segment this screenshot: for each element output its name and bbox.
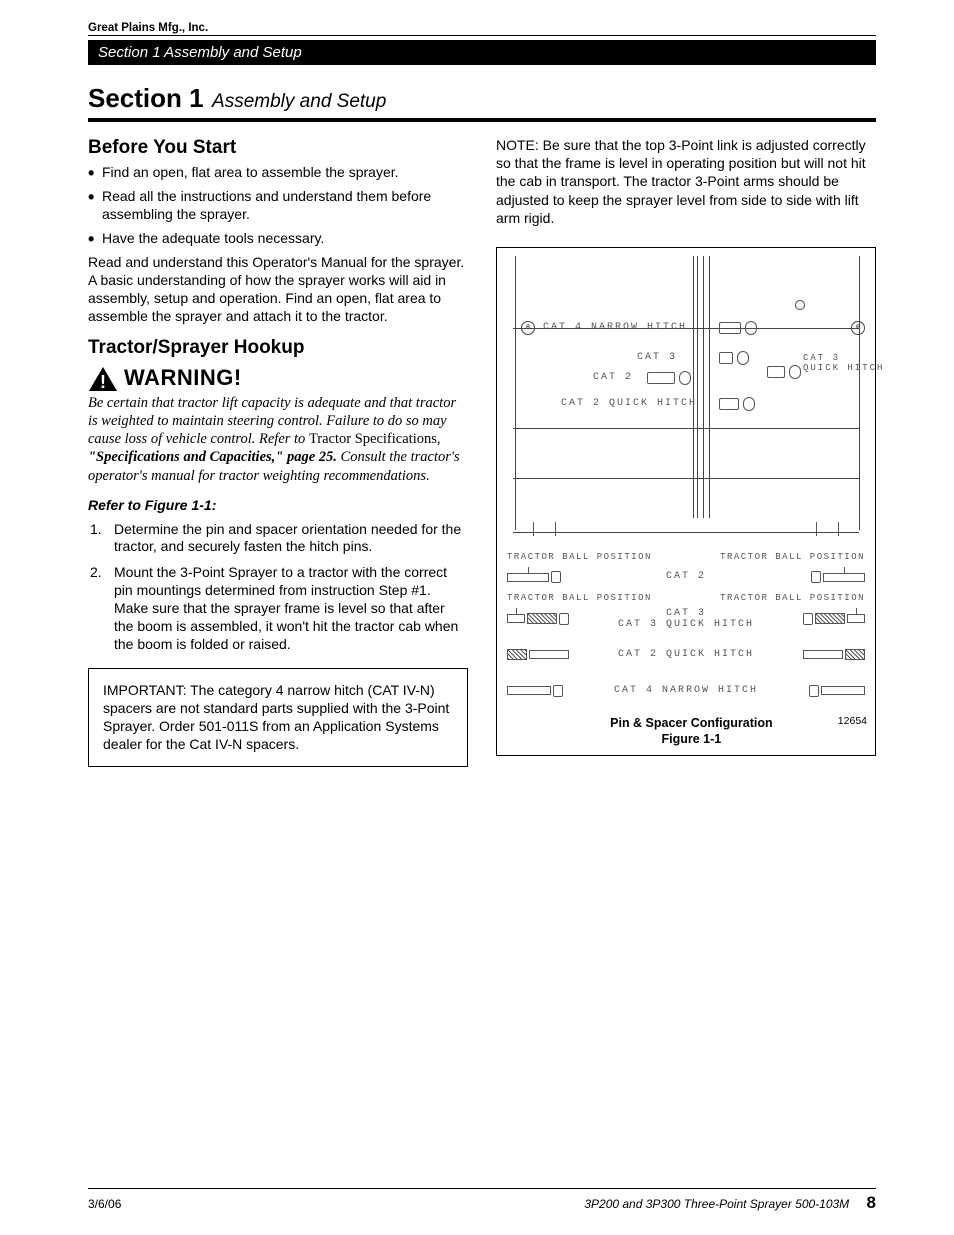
pin-row: CAT 2 QUICK HITCH [507, 645, 865, 665]
pin-row-label: CAT 3CAT 3 QUICK HITCH [569, 608, 803, 630]
pin-head [803, 613, 813, 625]
figure-caption: Pin & Spacer Configuration Figure 1-1 [610, 715, 773, 748]
figure-lower-panel: TRACTOR BALL POSITION TRACTOR BALL POSIT… [497, 538, 875, 709]
ball-position-labels: TRACTOR BALL POSITION TRACTOR BALL POSIT… [507, 552, 865, 564]
heading-hookup: Tractor/Sprayer Hookup [88, 336, 468, 360]
page-footer: 3/6/06 3P200 and 3P300 Three-Point Spray… [88, 1188, 876, 1213]
warning-text-plain: Tractor Specifications, [309, 431, 441, 447]
figure-vline [859, 256, 860, 530]
before-paragraph: Read and understand this Operator's Manu… [88, 254, 468, 326]
ball-label-left: TRACTOR BALL POSITION [507, 552, 652, 564]
heading-before-you-start: Before You Start [88, 136, 468, 160]
figure-hline [513, 428, 859, 429]
figure-caption-row: Pin & Spacer Configuration Figure 1-1 12… [497, 709, 875, 756]
content-columns: Before You Start Find an open, flat area… [88, 136, 876, 767]
section-title: Section 1 Assembly and Setup [88, 83, 876, 122]
pin-shape [507, 686, 551, 695]
warning-body: Be certain that tractor lift capacity is… [88, 394, 468, 485]
pin-shape [821, 686, 865, 695]
footer-date: 3/6/06 [88, 1197, 121, 1211]
pin-shape [803, 650, 843, 659]
pin-shape [529, 650, 569, 659]
figure-vline [515, 256, 516, 530]
figure-stub [816, 522, 817, 536]
figure-upper-panel: ⊚ ⊚ CAT 4 NARROW HITCH CAT 3 CAT 3QUICK … [497, 248, 875, 538]
figure-stub [838, 522, 839, 536]
step-item: Determine the pin and spacer orientation… [88, 521, 468, 557]
ball-label-right: TRACTOR BALL POSITION [720, 593, 865, 605]
bullet-item: Read all the instructions and understand… [88, 188, 468, 224]
note-paragraph: NOTE: Be sure that the top 3-Point link … [496, 136, 876, 227]
warning-text-ref: "Specifications and Capacities," page 25… [88, 449, 337, 465]
pin-shape [507, 573, 549, 582]
bullet-item: Have the adequate tools necessary. [88, 230, 468, 248]
left-column: Before You Start Find an open, flat area… [88, 136, 468, 767]
figure-stub [533, 522, 534, 536]
warning-label: WARNING! [124, 364, 242, 392]
figure-hline [513, 478, 859, 479]
ball-label-right: TRACTOR BALL POSITION [720, 552, 865, 564]
warning-triangle-icon: ! [88, 366, 118, 392]
figure-label: CAT 2 [593, 372, 633, 385]
figure-caption-number: Figure 1-1 [662, 732, 722, 746]
bracket-icon [719, 322, 741, 334]
pin-row: CAT 4 NARROW HITCH [507, 681, 865, 701]
section-banner: Section 1 Assembly and Setup [88, 40, 876, 65]
circle-icon [737, 351, 749, 365]
figure-stub [555, 522, 556, 536]
pin-head [809, 685, 819, 697]
circle-icon [679, 371, 691, 385]
screw-icon: ⊚ [851, 321, 865, 335]
screw-icon [795, 300, 805, 310]
footer-doc: 3P200 and 3P300 Three-Point Sprayer 500-… [584, 1197, 849, 1211]
pin-hatch [507, 649, 527, 660]
screw-icon: ⊚ [521, 321, 535, 335]
bracket-icon [719, 398, 739, 410]
section-name: Assembly and Setup [212, 91, 386, 112]
pin-head [811, 571, 821, 583]
right-column: NOTE: Be sure that the top 3-Point link … [496, 136, 876, 767]
pin-row: CAT 2 [507, 567, 865, 587]
ball-position-labels: TRACTOR BALL POSITION TRACTOR BALL POSIT… [507, 593, 865, 605]
footer-page-number: 8 [867, 1193, 876, 1212]
pin-row-label: CAT 2 [561, 571, 811, 584]
pin-shape [823, 573, 865, 582]
pin-row-label: CAT 2 QUICK HITCH [569, 649, 803, 662]
pin-hatch [845, 649, 865, 660]
hookup-steps: Determine the pin and spacer orientation… [88, 521, 468, 654]
figure-label: CAT 3QUICK HITCH [803, 354, 884, 374]
pin-row: CAT 3CAT 3 QUICK HITCH [507, 609, 865, 629]
pin-shape [847, 614, 865, 623]
pin-head [551, 571, 561, 583]
important-note-box: IMPORTANT: The category 4 narrow hitch (… [88, 668, 468, 767]
pin-head [559, 613, 569, 625]
figure-1-1: ⊚ ⊚ CAT 4 NARROW HITCH CAT 3 CAT 3QUICK … [496, 247, 876, 757]
pin-shape [507, 614, 525, 623]
warning-header: ! WARNING! [88, 364, 468, 392]
circle-icon [745, 321, 757, 335]
pin-row-label: CAT 4 NARROW HITCH [563, 685, 809, 698]
figure-label: CAT 2 QUICK HITCH [561, 398, 697, 411]
figure-hline [513, 532, 859, 533]
figure-ref-number: 12654 [838, 715, 867, 728]
circle-icon [743, 397, 755, 411]
refer-to-figure: Refer to Figure 1-1: [88, 497, 468, 515]
bracket-icon [647, 372, 675, 384]
bracket-icon [719, 352, 733, 364]
pin-hatch [527, 613, 557, 624]
company-header: Great Plains Mfg., Inc. [88, 22, 876, 36]
step-item: Mount the 3-Point Sprayer to a tractor w… [88, 564, 468, 654]
circle-icon [789, 365, 801, 379]
ball-label-left: TRACTOR BALL POSITION [507, 593, 652, 605]
pin-hatch [815, 613, 845, 624]
figure-caption-title: Pin & Spacer Configuration [610, 716, 773, 730]
bracket-icon [767, 366, 785, 378]
svg-text:!: ! [100, 372, 106, 392]
figure-label: CAT 4 NARROW HITCH [543, 322, 687, 335]
figure-label: CAT 3 [637, 352, 677, 365]
before-bullets: Find an open, flat area to assemble the … [88, 164, 468, 248]
section-number: Section 1 [88, 83, 204, 113]
bullet-item: Find an open, flat area to assemble the … [88, 164, 468, 182]
pin-head [553, 685, 563, 697]
